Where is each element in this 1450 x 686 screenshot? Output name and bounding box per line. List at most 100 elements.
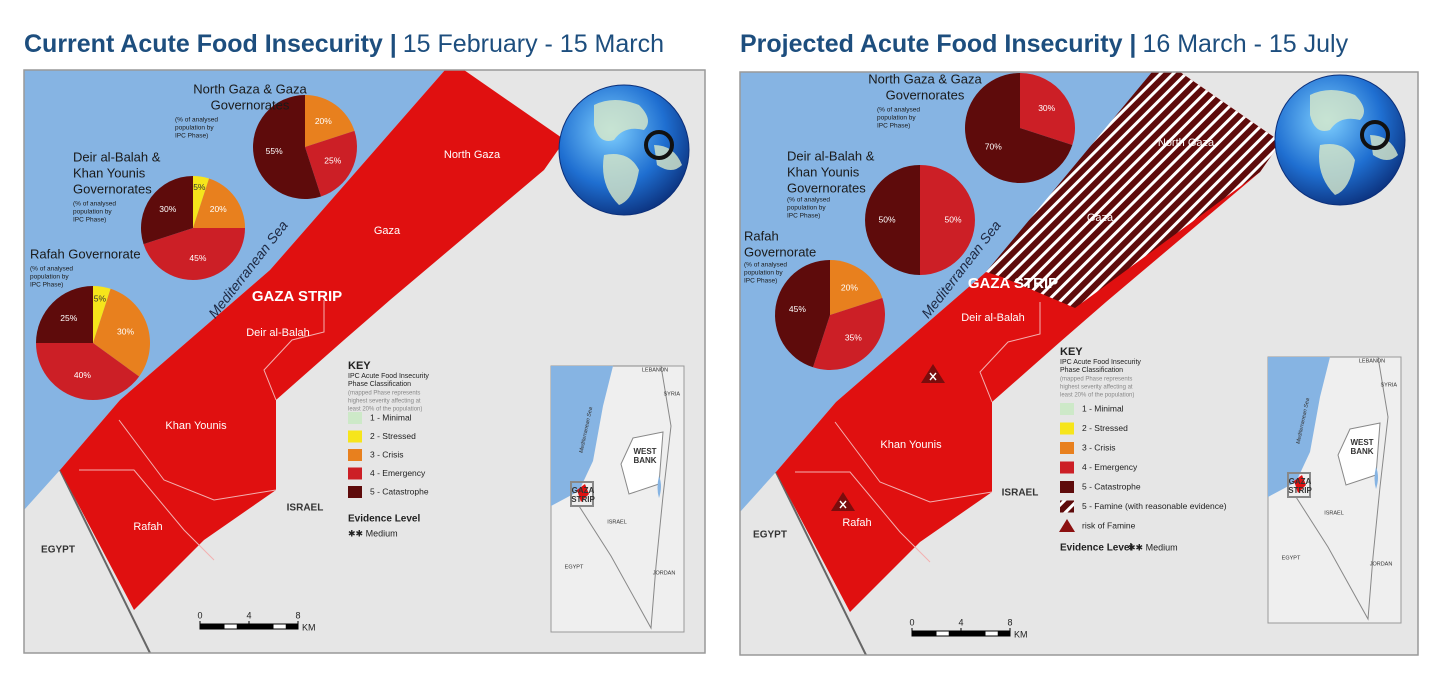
inset-label: WEST xyxy=(1350,438,1373,447)
place-label: GAZA STRIP xyxy=(968,275,1058,292)
key-note: (mapped Phase represents xyxy=(348,391,420,397)
pie-value-label: 20% xyxy=(315,116,332,126)
pie-value-label: 40% xyxy=(74,370,91,380)
scale-segment xyxy=(948,631,961,636)
pie-slice xyxy=(143,228,245,281)
inset-label: EGYPT xyxy=(1282,555,1301,561)
inset-label: ISRAEL xyxy=(607,519,627,525)
evidence-value: ✱✱ Medium xyxy=(1128,542,1178,552)
pie-note: population by xyxy=(744,270,783,277)
scale-unit: KM xyxy=(1014,629,1028,639)
key-note: least 20% of the population) xyxy=(348,407,422,413)
key-note: (mapped Phase represents xyxy=(1060,377,1132,383)
pie-slice xyxy=(36,286,93,343)
globe xyxy=(1274,74,1406,206)
key-swatch xyxy=(348,467,362,480)
key-note: highest severity affecting at xyxy=(1060,385,1133,391)
risk-x xyxy=(929,372,937,381)
key-note: least 20% of the population) xyxy=(1060,393,1134,399)
inset-gaza-box xyxy=(570,481,594,507)
pie-name: Deir al-Balah & xyxy=(73,149,161,164)
key-symbol xyxy=(1059,519,1075,532)
key-label: risk of Famine xyxy=(1082,520,1136,530)
pie-note: (% of analysed xyxy=(73,201,116,208)
risk-marker xyxy=(921,364,945,383)
pie-name: Rafah xyxy=(744,228,779,243)
inset-label: WEST xyxy=(633,447,656,456)
inset-label: SYRIA xyxy=(663,391,680,397)
period: 16 March - 15 July xyxy=(1142,30,1348,58)
inset-label: EGYPT xyxy=(565,564,584,570)
governorate-border xyxy=(834,421,993,503)
pie-name: Khan Younis xyxy=(73,165,146,180)
period: 15 February - 15 March xyxy=(403,30,664,58)
sea xyxy=(740,72,1161,512)
inset-sea xyxy=(1268,357,1330,497)
west-bank xyxy=(620,431,664,495)
pie-name: Governorate xyxy=(744,244,816,259)
inset-label: STRIP xyxy=(1288,486,1312,495)
panel-title: Projected Acute Food Insecurity | 16 Marc… xyxy=(740,30,1349,58)
pie-note: (% of analysed xyxy=(787,197,830,204)
pie-note: IPC Phase) xyxy=(30,282,63,289)
pie-value-label: 20% xyxy=(841,283,858,293)
key-title: KEY xyxy=(348,360,371,372)
key-label: 2 - Stressed xyxy=(370,431,416,441)
pie-slice xyxy=(830,260,883,315)
scale-segment xyxy=(285,624,298,629)
scale-unit: KM xyxy=(302,622,316,632)
inset-label: JORDAN xyxy=(653,570,676,576)
inset-label: JORDAN xyxy=(1370,561,1393,567)
inset-gaza xyxy=(577,484,589,502)
pie-value-label: 70% xyxy=(985,142,1002,152)
place-label: Khan Younis xyxy=(165,420,227,432)
panel-title: Current Acute Food Insecurity | 15 Februa… xyxy=(24,30,664,58)
place-label: Gaza xyxy=(374,225,401,237)
dead-sea xyxy=(657,476,661,498)
pie-note: population by xyxy=(30,274,69,281)
pie-note: (% of analysed xyxy=(30,266,73,273)
pie-note: population by xyxy=(73,209,112,216)
inset-label: BANK xyxy=(1350,447,1373,456)
map-frame xyxy=(23,69,706,654)
key-label: 2 - Stressed xyxy=(1082,423,1128,433)
globe-land xyxy=(1310,90,1398,195)
inset-label: BANK xyxy=(633,456,656,465)
governorate-border xyxy=(79,469,215,561)
scale-tick-label: 8 xyxy=(1007,617,1012,627)
inset-label: STRIP xyxy=(571,495,595,504)
pie-name: Governorates xyxy=(211,97,290,112)
famine-area xyxy=(986,72,1281,308)
pie-name: Governorates xyxy=(886,87,965,102)
pie-name: Khan Younis xyxy=(787,164,860,179)
inset-bg xyxy=(550,365,685,633)
governorate-border xyxy=(795,471,931,563)
inset-label: SYRIA xyxy=(1380,382,1397,388)
scale-tick-label: 0 xyxy=(909,617,914,627)
evidence-label: Evidence Level xyxy=(348,514,420,525)
pie-name: Governorates xyxy=(73,181,152,196)
title: Projected Acute Food Insecurity | xyxy=(740,30,1136,58)
pie-note: population by xyxy=(877,115,916,122)
pie-note: IPC Phase) xyxy=(73,217,106,224)
pie-value-label: 30% xyxy=(159,204,176,214)
inset-sea xyxy=(551,366,613,506)
pie-value-label: 25% xyxy=(60,313,77,323)
key-label: 5 - Catastrophe xyxy=(1082,481,1141,491)
key-swatch xyxy=(348,412,362,424)
pie-note: population by xyxy=(175,125,214,132)
egypt-border xyxy=(775,471,867,656)
risk-marker xyxy=(831,492,855,511)
pie-slice xyxy=(775,260,830,368)
pie-slice xyxy=(1020,73,1075,145)
egypt-border xyxy=(59,469,151,654)
scale-tick-label: 8 xyxy=(295,610,300,620)
pie-value-label: 50% xyxy=(944,214,961,224)
pie-slice xyxy=(193,178,245,228)
key-label: 3 - Crisis xyxy=(370,449,404,459)
key-subtitle: Phase Classification xyxy=(348,381,411,388)
pie-slice xyxy=(193,176,210,228)
place-label: ISRAEL xyxy=(1002,488,1039,499)
key-note: highest severity affecting at xyxy=(348,399,421,405)
